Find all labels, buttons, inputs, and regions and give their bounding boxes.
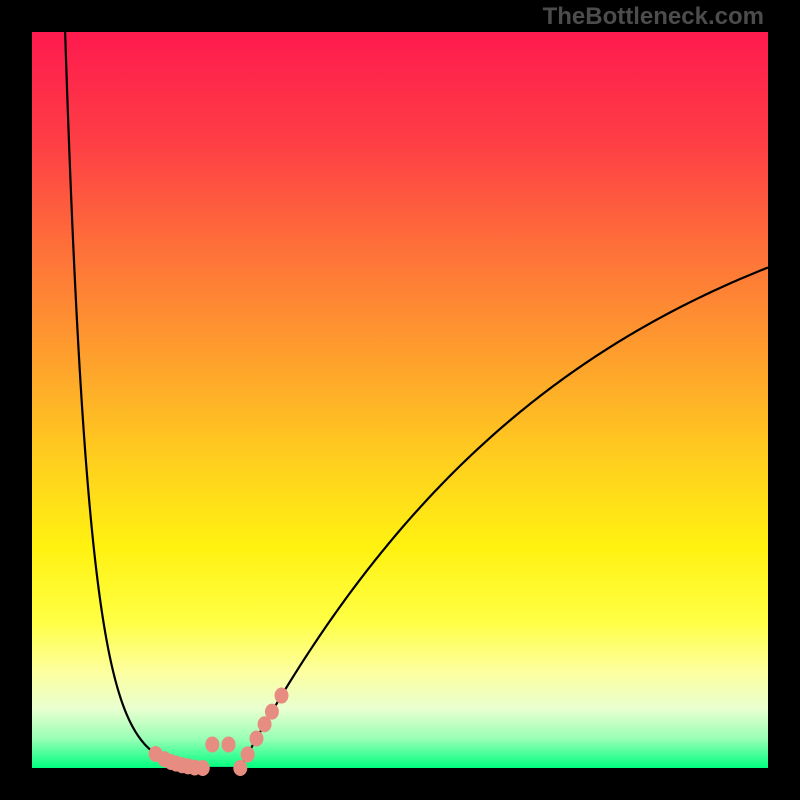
data-point [222, 736, 236, 752]
chart-canvas: TheBottleneck.com [0, 0, 800, 800]
data-point [265, 704, 279, 720]
data-point [196, 760, 210, 776]
curve-layer [0, 0, 800, 800]
data-point [205, 736, 219, 752]
data-point [249, 730, 263, 746]
bottleneck-curve [65, 32, 768, 768]
data-point [233, 760, 247, 776]
watermark-text: TheBottleneck.com [543, 3, 764, 31]
data-point [275, 688, 289, 704]
data-point [241, 746, 255, 762]
